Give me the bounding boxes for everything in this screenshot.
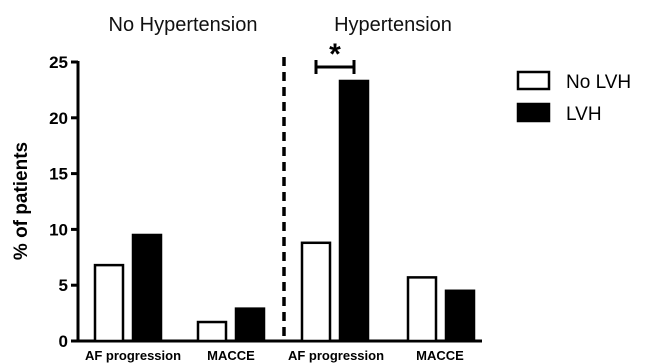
y-tick-label: 20 <box>49 109 68 128</box>
annotations: * <box>314 38 356 74</box>
bar-lvh <box>444 289 476 343</box>
bar-no-lvh <box>196 320 228 343</box>
legend: No LVH LVH <box>516 70 631 125</box>
x-category-label: MACCE <box>207 348 255 363</box>
bar-no-lvh <box>93 263 125 343</box>
bar-lvh <box>234 307 266 343</box>
y-tick-label: 25 <box>49 53 68 72</box>
legend-label-no-lvh: No LVH <box>566 72 631 93</box>
panel-title-hypertension: Hypertension <box>334 14 452 36</box>
x-category-label: AF progression <box>288 348 384 363</box>
y-tick-label: 5 <box>59 276 68 295</box>
bars: AF progression MACCE AF progression MACCE <box>85 79 476 363</box>
panel-title-no-hypertension: No Hypertension <box>109 14 258 36</box>
bar-lvh <box>338 79 370 343</box>
bar-no-lvh <box>300 241 332 343</box>
bar-lvh <box>131 233 163 343</box>
y-tick-label: 10 <box>49 220 68 239</box>
y-axis-label: % of patients <box>11 142 32 260</box>
legend-swatch-lvh <box>516 102 551 123</box>
panel-titles: No Hypertension Hypertension <box>109 14 452 36</box>
significance-star: * <box>329 38 341 71</box>
legend-label-lvh: LVH <box>566 104 602 125</box>
y-tick-label: 15 <box>49 165 68 184</box>
x-category-label: MACCE <box>416 348 464 363</box>
x-category-label: AF progression <box>85 348 181 363</box>
y-tick-label: 0 <box>59 332 68 351</box>
bar-no-lvh <box>406 276 438 343</box>
legend-swatch-no-lvh <box>516 70 551 91</box>
